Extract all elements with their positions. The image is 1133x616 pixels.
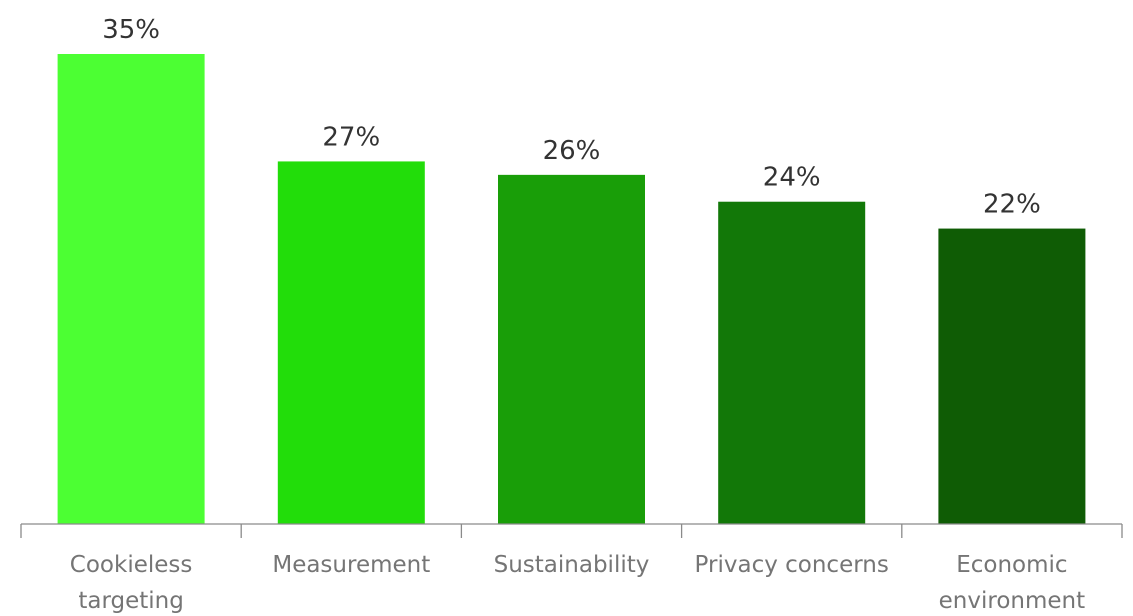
value-label-2: 27% xyxy=(322,122,380,152)
value-label-3: 26% xyxy=(543,136,601,166)
bar-5 xyxy=(938,228,1086,525)
x-tick-label-5: Economic environment xyxy=(939,552,1085,614)
value-label-5: 22% xyxy=(983,190,1041,220)
x-axis-tick-labels-group: Cookieless targeting Measurement Sustainabi… xyxy=(70,552,1085,614)
x-tick-label-line: environment xyxy=(939,588,1085,614)
bars-group xyxy=(57,54,1086,525)
x-tick-label-line: Privacy concerns xyxy=(695,552,889,578)
x-tick-label-1: Cookieless targeting xyxy=(70,552,193,614)
x-tick-label-line: Economic xyxy=(956,552,1067,578)
x-tick-label-line: Cookieless xyxy=(70,552,193,578)
x-tick-label-line: Sustainability xyxy=(494,552,650,578)
value-label-1: 35% xyxy=(102,15,160,45)
x-tick-label-line: Measurement xyxy=(272,552,430,578)
x-tick-label-3: Sustainability xyxy=(494,552,650,578)
x-axis-ticks-group xyxy=(20,524,1123,538)
x-tick-label-2: Measurement xyxy=(272,552,430,578)
value-label-4: 24% xyxy=(763,163,821,193)
value-labels-group: 35% 27% 26% 24% 22% xyxy=(102,15,1041,220)
bar-2 xyxy=(277,161,425,524)
x-tick-label-line: targeting xyxy=(78,588,184,614)
bar-3 xyxy=(498,174,645,524)
bar-4 xyxy=(718,201,866,524)
x-tick-label-4: Privacy concerns xyxy=(695,552,889,578)
bar-1 xyxy=(57,54,205,524)
